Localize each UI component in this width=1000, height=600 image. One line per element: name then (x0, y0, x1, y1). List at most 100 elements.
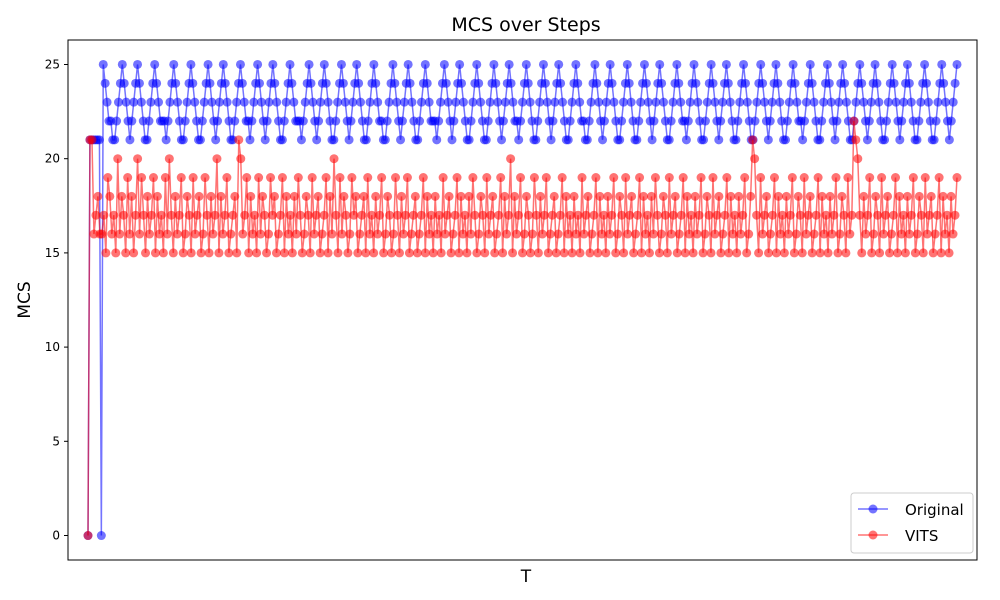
data-point (390, 78, 400, 88)
data-point (258, 191, 268, 201)
y-axis-ticks: 0 5 10 15 20 25 (45, 57, 68, 543)
data-point (270, 78, 280, 88)
data-point (815, 135, 825, 145)
data-point (845, 229, 855, 239)
data-point (712, 210, 722, 220)
data-point (152, 78, 162, 88)
data-point (672, 248, 682, 258)
data-point (683, 116, 693, 126)
data-point (416, 210, 426, 220)
data-point (166, 210, 176, 220)
data-point (841, 97, 851, 107)
data-point (472, 59, 482, 69)
data-point (748, 135, 758, 145)
data-point (652, 210, 662, 220)
data-point (892, 248, 902, 258)
data-point (246, 191, 256, 201)
data-point (771, 248, 781, 258)
data-point (323, 97, 333, 107)
data-point (750, 116, 760, 126)
data-point (329, 154, 339, 164)
data-point (581, 210, 591, 220)
data-point (766, 229, 775, 239)
data-point (592, 78, 602, 88)
data-point (442, 210, 452, 220)
data-point (896, 229, 906, 239)
data-point (345, 229, 355, 239)
data-point (424, 97, 434, 107)
data-point (264, 229, 274, 239)
data-point (363, 116, 373, 126)
data-point (619, 97, 628, 107)
data-point (710, 229, 720, 239)
data-point (111, 248, 121, 258)
data-point (788, 59, 798, 69)
data-point (659, 97, 669, 107)
data-point (779, 248, 789, 258)
data-point (289, 97, 299, 107)
data-point (145, 229, 154, 239)
data-point (176, 173, 186, 183)
data-point (397, 116, 407, 126)
data-point (685, 97, 695, 107)
data-point (240, 210, 250, 220)
data-point (644, 248, 654, 258)
legend-original-label: Original (905, 501, 964, 519)
data-point (220, 210, 230, 220)
data-point (483, 116, 493, 126)
data-point (182, 97, 192, 107)
data-point (575, 248, 585, 258)
data-point (851, 135, 861, 145)
data-point (689, 59, 699, 69)
data-point (308, 97, 318, 107)
series-vits (83, 116, 962, 541)
data-point (567, 97, 577, 107)
data-point (730, 210, 740, 220)
data-point (529, 173, 539, 183)
data-point (641, 78, 651, 88)
data-point (178, 248, 188, 258)
data-point (285, 59, 295, 69)
data-point (912, 229, 922, 239)
data-point (887, 59, 897, 69)
data-point (584, 116, 594, 126)
data-point (750, 154, 760, 164)
data-point (771, 59, 781, 69)
data-point (96, 531, 106, 541)
data-point (272, 97, 282, 107)
data-point (946, 191, 956, 201)
data-point (447, 135, 457, 145)
data-point (931, 116, 941, 126)
data-point (279, 116, 289, 126)
data-point (725, 97, 735, 107)
data-point (500, 191, 510, 201)
data-point (731, 135, 741, 145)
data-point (626, 97, 636, 107)
data-point (224, 248, 234, 258)
data-point (897, 116, 907, 126)
y-tick-label: 5 (52, 434, 60, 448)
data-point (867, 248, 877, 258)
data-point (186, 59, 196, 69)
data-point (396, 191, 406, 201)
data-point (440, 229, 450, 239)
data-point (585, 248, 595, 258)
data-point (742, 97, 752, 107)
data-point (906, 97, 916, 107)
data-point (464, 135, 474, 145)
data-point (480, 248, 490, 258)
data-point (208, 229, 218, 239)
data-point (458, 229, 468, 239)
data-point (131, 210, 141, 220)
data-point (708, 78, 718, 88)
data-point (859, 191, 869, 201)
data-point (553, 229, 563, 239)
data-point (805, 59, 815, 69)
data-point (862, 135, 872, 145)
data-point (305, 248, 315, 258)
data-point (244, 248, 254, 258)
data-point (190, 97, 200, 107)
data-point (939, 78, 949, 88)
data-point (393, 210, 403, 220)
data-point (285, 210, 295, 220)
